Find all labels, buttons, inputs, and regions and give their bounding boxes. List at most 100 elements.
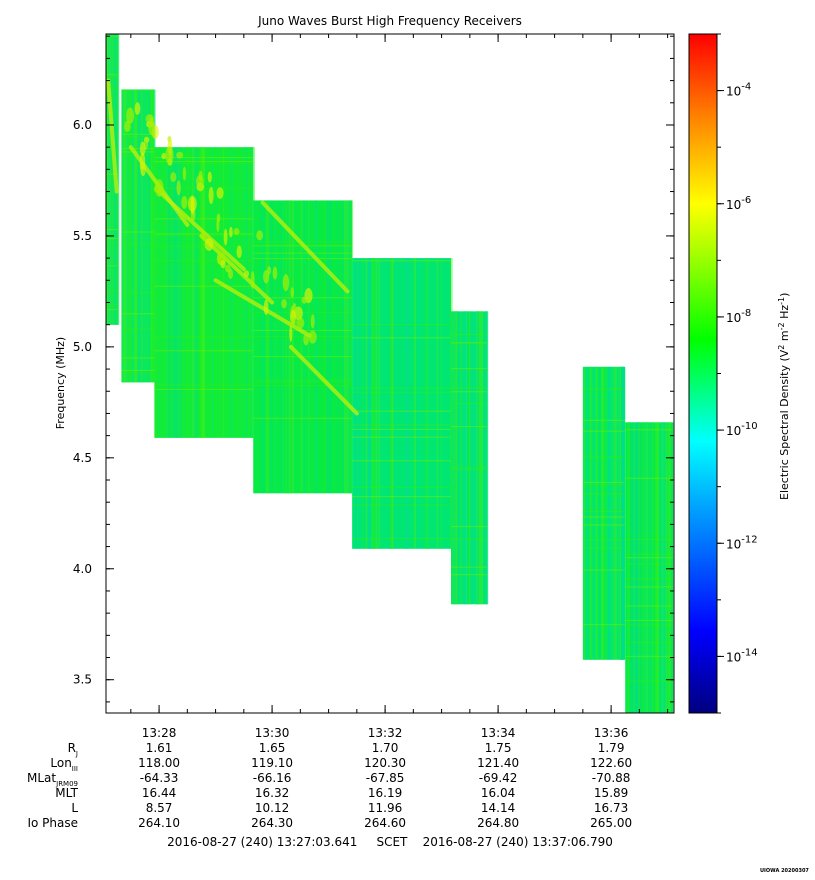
spectrogram-texture-column [425,258,428,549]
spectrogram-texture-column [631,422,635,713]
spectrogram-texture-column [248,147,251,438]
spectrogram-texture-column [368,258,371,549]
emission-patch [272,266,278,280]
spectrogram-texture-column [128,89,130,383]
spectrogram-texture-column [230,147,232,438]
spectrogram-texture-column [112,34,115,325]
spectrogram-texture-row [451,391,487,393]
spectrogram-texture-row [154,336,254,338]
spectrogram-texture-row [625,605,674,607]
spectrogram-block-fill [106,34,118,325]
spectrogram-texture-column [463,311,467,605]
spectrogram-texture-column [230,147,234,438]
spectrogram-texture-row [625,619,674,621]
spectrogram-texture-row [106,289,118,291]
spectrogram-texture-row [106,238,118,240]
emission-patch [182,166,187,181]
colorbar-label-part4: ) [778,293,791,297]
spectrogram-texture-row [352,436,452,438]
y-tick-label: 4.5 [73,451,92,465]
spectrogram-texture-column [108,34,110,325]
spectrogram-texture-column [131,89,134,383]
spectrogram-texture-column [349,200,352,494]
spectrogram-texture-row [582,430,626,432]
ephemeris-value: 16.32 [255,786,289,800]
spectrogram-texture-row [106,173,118,175]
spectrogram-texture-column [480,311,483,605]
spectrogram-texture-column [131,89,135,383]
spectrogram-texture-row [352,460,452,462]
spectrogram-texture-row [253,335,353,337]
spectrogram-texture-column [404,258,408,549]
spectrogram-texture-row [352,260,452,262]
spectrogram-texture-column [636,422,639,713]
spectrogram-texture-column [585,366,587,660]
spectrogram-texture-row [625,553,674,555]
spectrogram-texture-column [368,258,372,549]
ephemeris-row-label: Io Phase [27,816,78,830]
spectrogram-texture-column [636,422,640,713]
spectrogram-texture-row [106,265,118,267]
ephemeris-value: 1.70 [372,741,399,755]
spectrogram-texture-row [106,309,118,311]
ephemeris-value: 264.80 [477,816,519,830]
ephemeris-row-label-subscript: J [75,750,78,758]
version-stamp: UIOWA 20200307 [760,868,809,874]
spectrogram-texture-column [608,366,610,660]
spectrogram-texture-column [121,89,124,383]
spectrogram-texture-column [112,34,115,325]
spectrogram-texture-row [625,641,674,643]
spectrogram-texture-column [133,89,135,383]
spectrogram-texture-column [391,258,393,549]
spectrogram-texture-column [362,258,364,549]
spectrogram-texture-column [651,422,654,713]
spectrogram-texture-column [593,366,597,660]
spectrogram-texture-row [582,419,626,421]
emission-patch [187,195,197,212]
spectrogram-texture-column [620,366,622,660]
spectrogram-texture-row [154,187,254,189]
spectrogram-texture-row [253,417,353,419]
ephemeris-row-label-main: R [68,741,76,755]
spectrogram-texture-column [475,311,479,605]
spectrogram-texture-column [476,311,480,605]
spectrogram-texture-column [274,200,278,494]
spectrogram-texture-column [286,200,289,494]
spectrogram-texture-row [625,578,674,580]
ephemeris-value: -69.42 [479,771,518,785]
spectrogram-texture-column [125,89,129,383]
emission-patch [229,226,233,238]
spectrogram-texture-column [307,200,310,494]
spectrogram-texture-row [154,285,254,287]
spectrogram-texture-row [106,177,118,179]
emission-patch [233,227,240,236]
colorbar-label-sup1: 2 [777,345,786,350]
spectrogram-texture-column [655,422,658,713]
spectrogram-texture-column [651,422,655,713]
spectrogram-texture-column [456,311,459,605]
spectrogram-texture-column [126,89,130,383]
spectrogram-texture-column [162,147,165,438]
spectrogram-texture-column [666,422,670,713]
spectrogram-texture-column [152,89,155,383]
spectrogram-texture-column [222,147,225,438]
spectrogram-texture-column [417,258,420,549]
ephemeris-row-label-subscript: JRM09 [55,780,78,788]
spectrogram-texture-column [427,258,430,549]
spectrogram-texture-column [108,34,110,325]
spectrogram-texture-column [660,422,663,713]
spectrogram-texture-column [184,147,187,438]
spectrogram-texture-column [663,422,665,713]
spectrogram-texture-column [657,422,659,713]
emission-patch [170,172,177,183]
y-tick-label: 4.0 [73,562,92,576]
colorbar-tick-base: 10 [726,424,741,438]
ephemeris-value: 14.14 [481,801,515,815]
spectrogram-data [106,34,674,713]
spectrogram-texture-column [315,200,317,494]
spectrogram-texture-column [606,366,609,660]
emission-patch [198,170,203,182]
spectrogram-texture-column [141,89,144,383]
spectrogram-texture-row [154,384,254,386]
